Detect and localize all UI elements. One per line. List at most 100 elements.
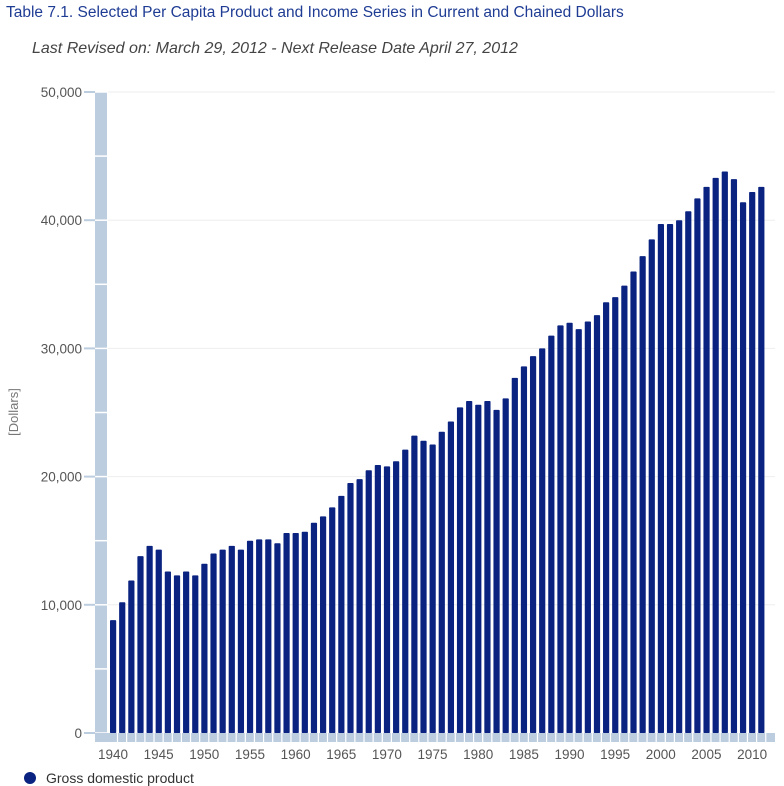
bar-1954 [237, 549, 245, 733]
bar-1984 [511, 377, 518, 733]
bar-2003 [685, 211, 692, 733]
bar-1948 [183, 571, 190, 733]
bar-1983 [502, 398, 509, 733]
bar-2001 [666, 224, 674, 733]
bar-1999 [648, 239, 655, 733]
bar-1982 [493, 409, 500, 733]
bar-2000 [657, 224, 664, 733]
y-tick-label: 10,000 [41, 598, 82, 613]
bar-1963 [319, 516, 327, 733]
bar-1981 [484, 400, 491, 733]
x-tick-label: 2010 [737, 747, 767, 762]
x-tick-label: 2000 [646, 747, 676, 762]
y-tick-label: 50,000 [41, 85, 82, 100]
x-axis [95, 733, 775, 742]
bar-1959 [283, 533, 290, 733]
x-tick-label: 1975 [418, 747, 448, 762]
bar-1943 [137, 556, 144, 733]
bar-1971 [393, 461, 400, 733]
bar-1955 [246, 540, 254, 733]
chart-title: Table 7.1. Selected Per Capita Product a… [6, 4, 624, 21]
x-tick-label: 1945 [144, 747, 174, 762]
bar-1967 [356, 479, 363, 733]
bar-1995 [612, 297, 619, 733]
bar-1969 [374, 465, 381, 733]
x-tick-label: 1985 [509, 747, 539, 762]
x-tick-label: 1955 [235, 747, 265, 762]
bar-2002 [676, 220, 683, 733]
bar-1965 [338, 495, 345, 733]
x-tick-label: 1960 [281, 747, 311, 762]
chart-subtitle: Last Revised on: March 29, 2012 - Next R… [32, 40, 518, 57]
bar-1996 [621, 285, 628, 733]
bar-1994 [603, 302, 610, 733]
y-tick-label: 20,000 [41, 470, 82, 485]
bar-1989 [557, 325, 564, 733]
bar-1952 [219, 549, 226, 733]
x-tick-label: 2005 [691, 747, 721, 762]
bar-1985 [520, 366, 528, 733]
x-tick-label: 1950 [189, 747, 219, 762]
bar-1941 [119, 602, 126, 733]
legend[interactable]: Gross domestic product [24, 770, 194, 786]
x-tick-label: 1940 [98, 747, 128, 762]
bar-1947 [173, 575, 181, 733]
x-tick-label: 1980 [463, 747, 493, 762]
bar-1978 [456, 407, 464, 733]
x-tick-label: 1995 [600, 747, 630, 762]
bar-1966 [347, 483, 354, 733]
x-tick-label: 1990 [554, 747, 584, 762]
bar-1956 [256, 539, 263, 733]
bar-1940 [110, 620, 117, 733]
bar-1977 [447, 421, 455, 733]
bar-1961 [301, 531, 308, 733]
bar-1974 [420, 440, 427, 733]
bar-1975 [429, 444, 436, 733]
bar-1970 [383, 466, 391, 733]
bar-1986 [529, 356, 537, 733]
bar-2010 [749, 191, 756, 734]
y-tick-label: 40,000 [41, 213, 82, 228]
bar-1957 [265, 539, 272, 733]
bar-1980 [475, 404, 482, 733]
bar-1946 [164, 571, 171, 733]
bar-2008 [730, 179, 738, 733]
bar-1973 [411, 435, 418, 733]
bar-2006 [712, 177, 719, 734]
bar-1964 [329, 507, 336, 733]
bar-1972 [402, 449, 409, 733]
bar-1979 [466, 400, 473, 733]
bar-1942 [128, 580, 135, 733]
bar-2005 [703, 186, 710, 734]
bar-1968 [365, 470, 372, 733]
bar-1958 [274, 543, 281, 733]
bar-2004 [694, 198, 701, 733]
bar-1998 [639, 256, 646, 733]
y-tick-label: 30,000 [41, 341, 82, 356]
bar-1960 [292, 533, 299, 733]
bar-2009 [739, 202, 747, 733]
bar-2011 [758, 186, 765, 734]
y-tick-label: 0 [74, 726, 82, 741]
bar-1976 [438, 431, 445, 733]
bar-2007 [721, 171, 728, 733]
legend-label: Gross domestic product [46, 770, 194, 786]
bar-1951 [210, 553, 217, 733]
y-axis-label: [Dollars] [6, 388, 21, 436]
bar-1944 [146, 545, 153, 733]
bar-1987 [539, 348, 546, 733]
bar-1992 [584, 321, 591, 733]
legend-marker-icon [24, 772, 36, 784]
bar-1953 [228, 545, 235, 733]
bar-1993 [593, 315, 601, 733]
bar-1988 [548, 335, 555, 733]
bar-1950 [201, 563, 208, 733]
x-tick-label: 1970 [372, 747, 402, 762]
bar-1991 [575, 329, 582, 733]
bar-1949 [192, 575, 199, 733]
bar-1990 [566, 322, 573, 733]
x-tick-label: 1965 [326, 747, 356, 762]
bar-1962 [310, 522, 318, 733]
bar-1997 [630, 271, 637, 733]
